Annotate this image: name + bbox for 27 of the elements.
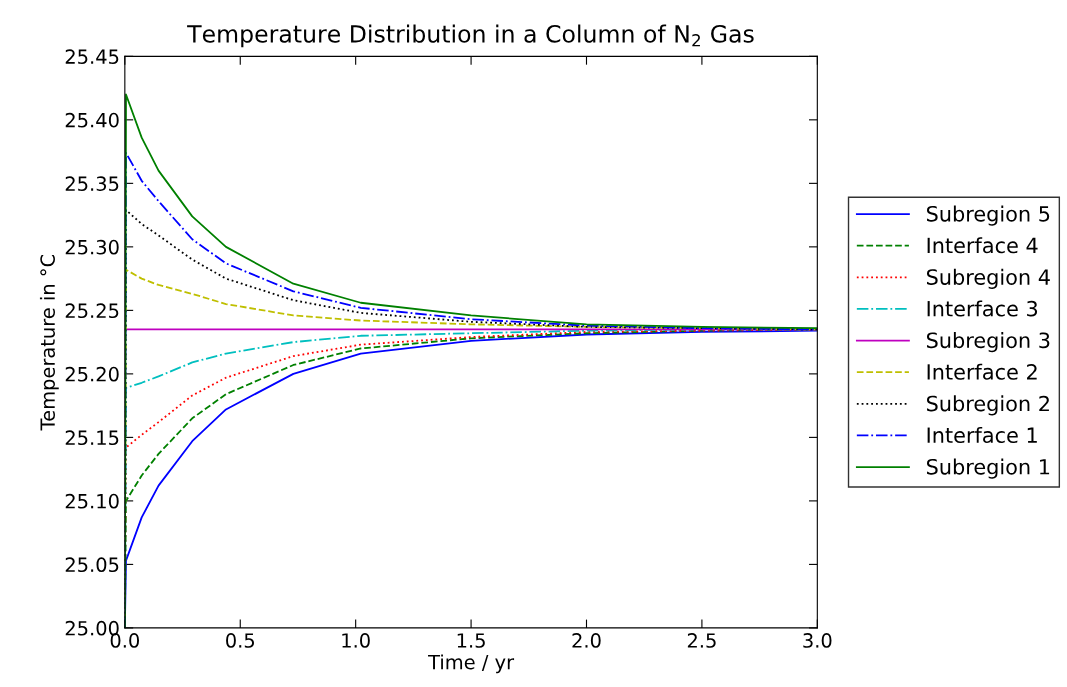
x-tick-label: 1.5: [457, 633, 485, 648]
x-axis-title: Time / yr: [428, 654, 515, 674]
y-tick-label: 25.30: [65, 239, 119, 255]
legend-label: Interface 1: [927, 426, 1037, 444]
chart-title: Temperature Distribution in a Column of N$_{2}$ Gas: [187, 24, 754, 48]
y-tick-label: 25.25: [65, 303, 119, 319]
y-axis-title: Temperature in °C: [39, 254, 59, 431]
y-tick-label: 25.05: [65, 557, 119, 573]
legend-label: Interface 3: [927, 300, 1038, 317]
y-tick-label: 25.20: [65, 366, 119, 382]
x-tick-label: 3.0: [803, 633, 832, 648]
y-tick-label: 25.15: [65, 430, 119, 446]
y-tick-label: 25.10: [65, 493, 119, 509]
y-tick-label: 25.40: [65, 112, 119, 128]
legend-label: Subregion 4: [926, 268, 1050, 289]
legend-label: Subregion 2: [926, 395, 1049, 416]
x-tick-label: 0.5: [226, 633, 255, 648]
legend-label: Subregion 3: [926, 332, 1050, 353]
legend-label: Subregion 5: [926, 205, 1050, 226]
x-tick-label: 2.5: [687, 633, 716, 648]
legend-label: Interface 2: [927, 363, 1037, 380]
x-tick-label: 1.0: [342, 633, 370, 648]
legend-label: Subregion 1: [926, 458, 1050, 479]
y-tick-label: 25.45: [65, 49, 119, 64]
x-tick-label: 2.0: [572, 633, 601, 648]
legend-label: Interface 4: [927, 237, 1038, 254]
y-tick-label: 25.35: [65, 176, 119, 192]
